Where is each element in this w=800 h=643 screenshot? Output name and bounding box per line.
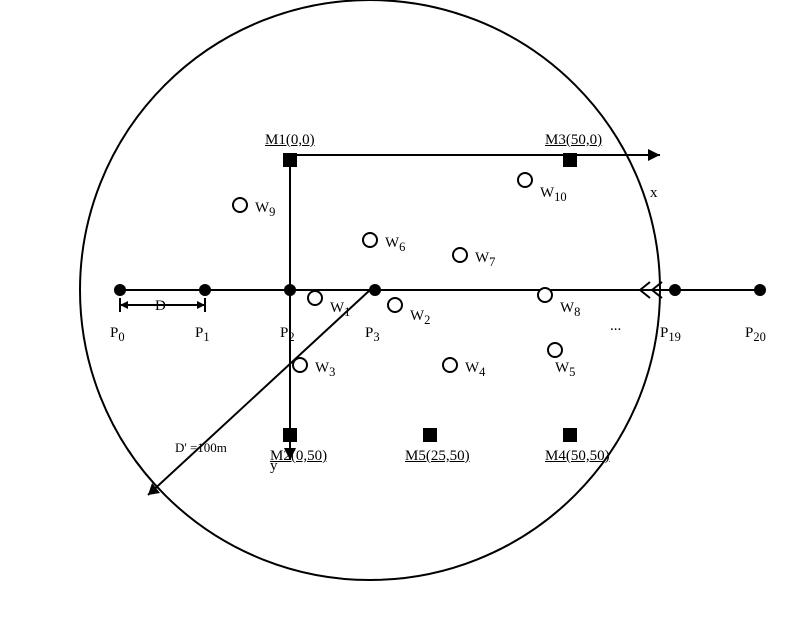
label-P19: P19 — [660, 325, 681, 345]
radius-label: D' =100m — [175, 440, 227, 456]
label-P1: P1 — [195, 325, 210, 345]
label-P0: P0 — [110, 325, 125, 345]
label-P20: P20 — [745, 325, 766, 345]
label-W2: W2 — [410, 308, 430, 328]
label-M1: M1(0,0) — [265, 132, 315, 149]
label-M4: M4(50,50) — [545, 448, 610, 465]
label-W1: W1 — [330, 300, 350, 320]
diagram-svg — [0, 0, 800, 643]
label-P3: P3 — [365, 325, 380, 345]
label-M5: M5(25,50) — [405, 448, 470, 465]
label-P2: P2 — [280, 325, 295, 345]
label-W7: W7 — [475, 250, 495, 270]
label-W4: W4 — [465, 360, 485, 380]
diagram-stage: { "canvas": { "w": 800, "h": 643, "bg": … — [0, 0, 800, 643]
d-spacing-label: D — [155, 298, 166, 315]
label-W6: W6 — [385, 235, 405, 255]
label-W10: W10 — [540, 185, 567, 205]
p-ellipsis: ... — [610, 318, 621, 335]
label-W8: W8 — [560, 300, 580, 320]
label-W5: W5 — [555, 360, 575, 380]
label-M3: M3(50,0) — [545, 132, 602, 149]
label-W9: W9 — [255, 200, 275, 220]
label-W3: W3 — [315, 360, 335, 380]
label-M2: M2(0,50) — [270, 448, 327, 465]
x-axis-label: x — [650, 185, 658, 202]
